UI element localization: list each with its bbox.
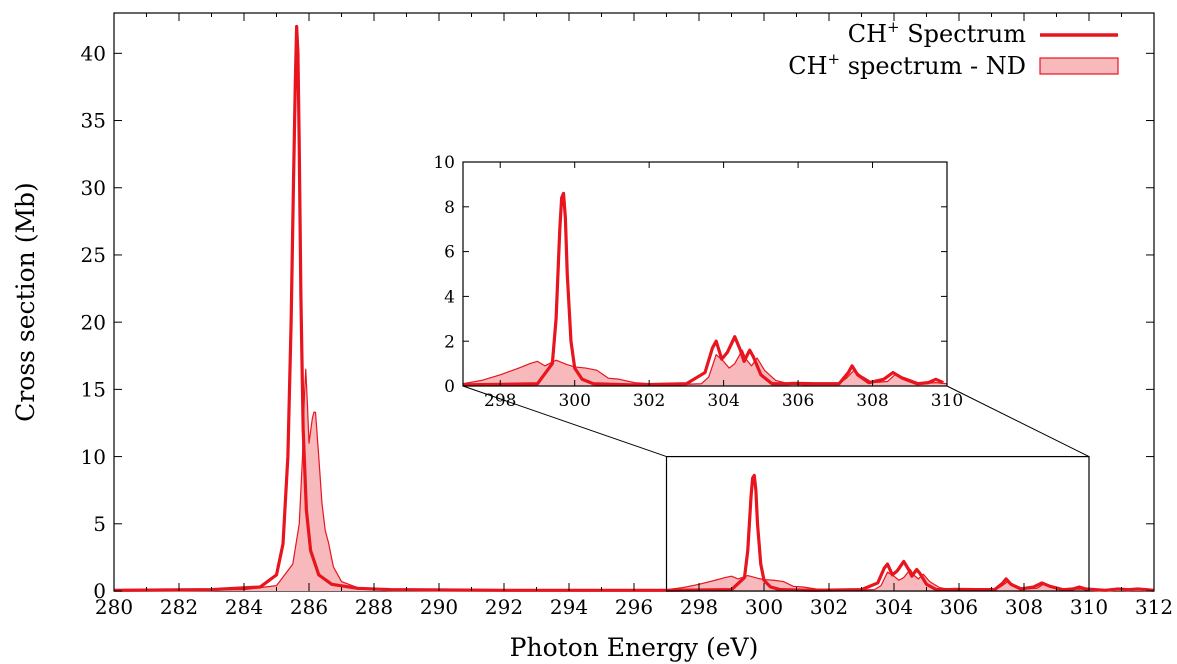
legend-label-nd: CH+ spectrum - ND xyxy=(788,50,1026,80)
main-series-spectrum-line xyxy=(113,24,1155,592)
main-x-tick-label: 282 xyxy=(160,595,198,619)
zoom-region-box xyxy=(665,455,1090,592)
legend: CH+ Spectrum CH+ spectrum - ND xyxy=(788,18,1119,80)
inset-tick-group: 298 300 302 304 306 308 310 0 2 4 6 8 10 xyxy=(433,153,963,411)
main-x-tick-label: 294 xyxy=(550,595,588,619)
main-y-tick-label: 10 xyxy=(81,445,106,469)
inset-y-tick-label: 2 xyxy=(444,332,455,352)
inset-y-tick-label: 10 xyxy=(433,153,455,173)
inset-plot-background xyxy=(463,162,947,386)
main-y-tick-label: 40 xyxy=(81,42,106,66)
main-x-tick-label: 306 xyxy=(940,595,978,619)
inset-x-tick-label: 300 xyxy=(558,391,590,411)
x-axis-label: Photon Energy (eV) xyxy=(510,633,759,662)
main-x-tick-label: 286 xyxy=(290,595,328,619)
inset-panel: 298 300 302 304 306 308 310 0 2 4 6 8 10 xyxy=(433,153,963,411)
main-y-tick-label: 20 xyxy=(81,310,106,334)
inset-series-spectrum-line xyxy=(462,191,944,387)
main-y-tick-label: 0 xyxy=(93,579,106,603)
inset-x-tick-label: 298 xyxy=(484,391,516,411)
inset-x-tick-label: 306 xyxy=(782,391,814,411)
inset-y-tick-label: 6 xyxy=(444,243,455,263)
main-tick-group: 280 282 284 286 288 290 292 294 296 298 300 302 304 3… xyxy=(81,13,1173,619)
inset-series-group xyxy=(462,191,948,387)
zoom-connector-right xyxy=(946,385,1090,458)
inset-x-tick-label: 302 xyxy=(633,391,665,411)
inset-x-tick-label: 308 xyxy=(856,391,888,411)
main-panel: 280 282 284 286 288 290 292 294 296 298 300 302 304 3… xyxy=(11,12,1173,662)
main-y-tick-label: 30 xyxy=(81,176,106,200)
main-y-tick-label: 35 xyxy=(81,109,106,133)
main-y-tick-label: 25 xyxy=(81,243,106,267)
inset-series-nd-area xyxy=(463,350,947,386)
inset-x-tick-label: 304 xyxy=(707,391,739,411)
main-x-tick-label: 288 xyxy=(355,595,393,619)
inset-plot-frame xyxy=(462,161,948,387)
zoom-connector-left xyxy=(462,385,667,458)
inset-y-tick-label: 0 xyxy=(444,377,455,397)
main-x-tick-label: 300 xyxy=(745,595,783,619)
main-x-tick-label: 296 xyxy=(615,595,653,619)
inset-y-tick-label: 8 xyxy=(444,198,455,218)
main-y-tick-label: 15 xyxy=(81,378,106,402)
main-x-tick-label: 292 xyxy=(485,595,523,619)
main-series-group xyxy=(113,24,1155,592)
y-axis-label: Cross section (Mb) xyxy=(11,182,40,422)
zoom-indicator xyxy=(462,385,1090,592)
main-x-tick-label: 304 xyxy=(875,595,913,619)
main-x-tick-label: 284 xyxy=(225,595,263,619)
main-x-tick-label: 310 xyxy=(1070,595,1108,619)
main-y-tick-label: 5 xyxy=(93,512,106,536)
inset-x-tick-label: 310 xyxy=(931,391,963,411)
legend-swatch-nd xyxy=(1039,57,1119,75)
main-x-tick-label: 290 xyxy=(420,595,458,619)
main-x-tick-label: 308 xyxy=(1005,595,1043,619)
main-x-tick-label: 302 xyxy=(810,595,848,619)
main-x-tick-label: 280 xyxy=(95,595,133,619)
main-x-tick-label: 312 xyxy=(1135,595,1173,619)
legend-label-spectrum: CH+ Spectrum xyxy=(848,18,1027,48)
inset-y-tick-label: 4 xyxy=(444,288,455,308)
main-x-tick-label: 298 xyxy=(680,595,718,619)
